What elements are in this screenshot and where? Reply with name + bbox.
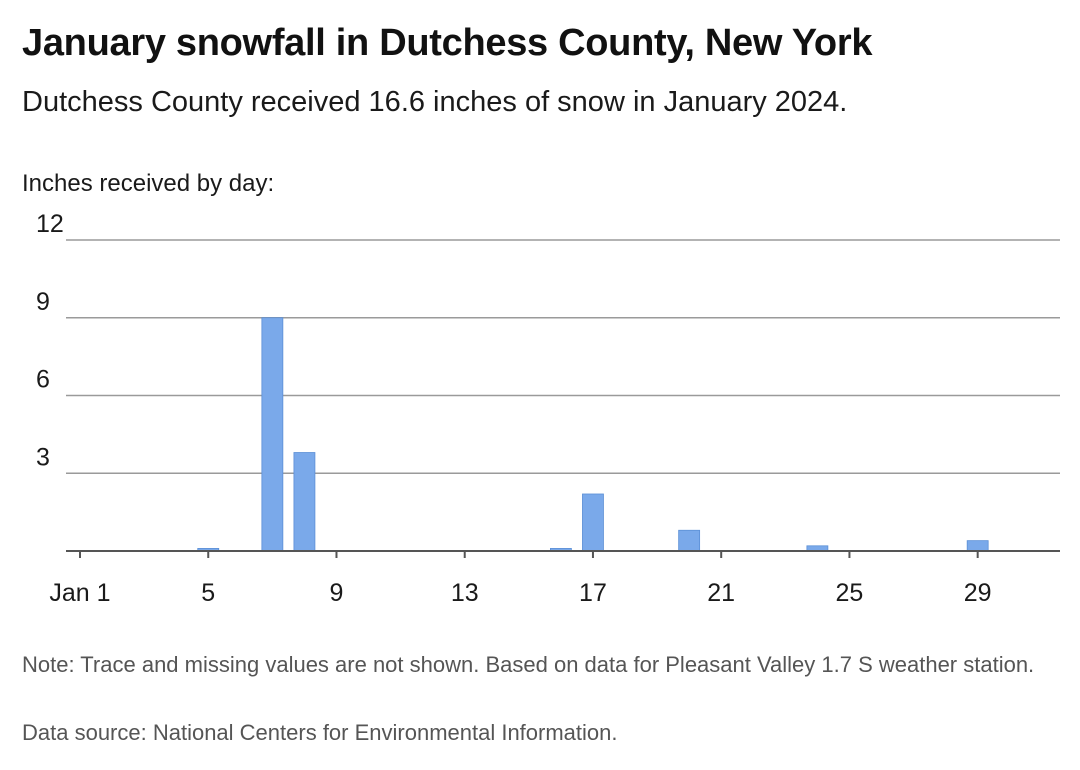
x-tick-label: 21 — [707, 579, 735, 607]
bar-jan-7 — [261, 317, 284, 552]
x-tick-labels: Jan 1 5 9 13 17 21 25 29 — [49, 579, 991, 607]
x-tick-label: 9 — [330, 579, 344, 607]
grid-lines — [66, 239, 1060, 474]
x-tick-label: 25 — [836, 579, 864, 607]
x-tick-label: 29 — [964, 579, 992, 607]
x-axis — [66, 550, 1060, 558]
y-tick-label: 3 — [36, 443, 50, 471]
chart-title: January snowfall in Dutchess County, New… — [22, 22, 873, 64]
y-tick-label: 9 — [36, 288, 50, 316]
snowfall-bar-chart: 3 6 9 12 Jan 1 5 9 13 17 21 25 29 — [36, 210, 1060, 607]
bar-jan-8 — [293, 452, 316, 552]
chart-subtitle: Dutchess County received 16.6 inches of … — [22, 86, 848, 118]
bar-jan-29 — [966, 540, 989, 552]
x-tick-label: 5 — [201, 579, 215, 607]
data-source: Data source: National Centers for Enviro… — [22, 720, 618, 745]
y-axis-label: Inches received by day: — [22, 170, 275, 197]
bar-jan-20 — [678, 529, 701, 552]
bars — [197, 317, 989, 552]
y-tick-label: 6 — [36, 366, 50, 394]
chart-note: Note: Trace and missing values are not s… — [22, 652, 1035, 677]
bar-jan-17 — [582, 493, 604, 552]
x-tick-label: Jan 1 — [49, 579, 110, 607]
y-tick-label: 12 — [36, 210, 64, 238]
x-tick-label: 13 — [451, 579, 479, 607]
y-tick-labels: 3 6 9 12 — [36, 210, 64, 471]
x-tick-label: 17 — [579, 579, 607, 607]
